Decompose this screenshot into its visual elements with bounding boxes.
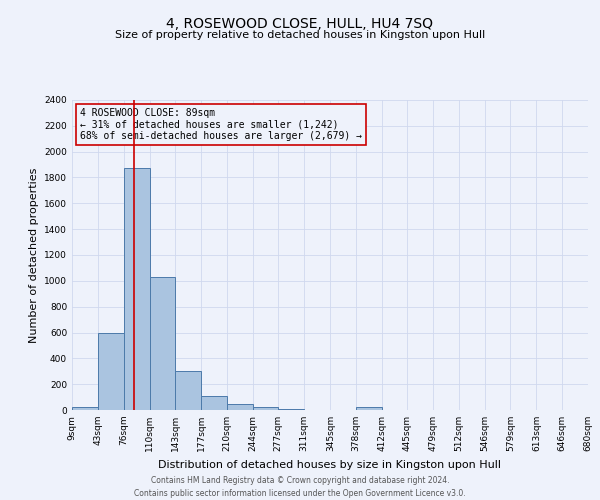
Bar	[227, 404, 253, 410]
Bar	[356, 408, 382, 410]
Bar	[175, 371, 201, 410]
Y-axis label: Number of detached properties: Number of detached properties	[29, 168, 38, 342]
Text: Contains HM Land Registry data © Crown copyright and database right 2024.
Contai: Contains HM Land Registry data © Crown c…	[134, 476, 466, 498]
Bar	[149, 277, 175, 410]
Bar	[278, 408, 304, 410]
Bar	[72, 408, 98, 410]
Text: 4, ROSEWOOD CLOSE, HULL, HU4 7SQ: 4, ROSEWOOD CLOSE, HULL, HU4 7SQ	[167, 18, 433, 32]
Bar	[98, 332, 124, 410]
Text: 4 ROSEWOOD CLOSE: 89sqm
← 31% of detached houses are smaller (1,242)
68% of semi: 4 ROSEWOOD CLOSE: 89sqm ← 31% of detache…	[80, 108, 362, 141]
Text: Size of property relative to detached houses in Kingston upon Hull: Size of property relative to detached ho…	[115, 30, 485, 40]
Bar	[201, 396, 227, 410]
Bar	[253, 408, 278, 410]
Bar	[124, 168, 149, 410]
X-axis label: Distribution of detached houses by size in Kingston upon Hull: Distribution of detached houses by size …	[158, 460, 502, 469]
